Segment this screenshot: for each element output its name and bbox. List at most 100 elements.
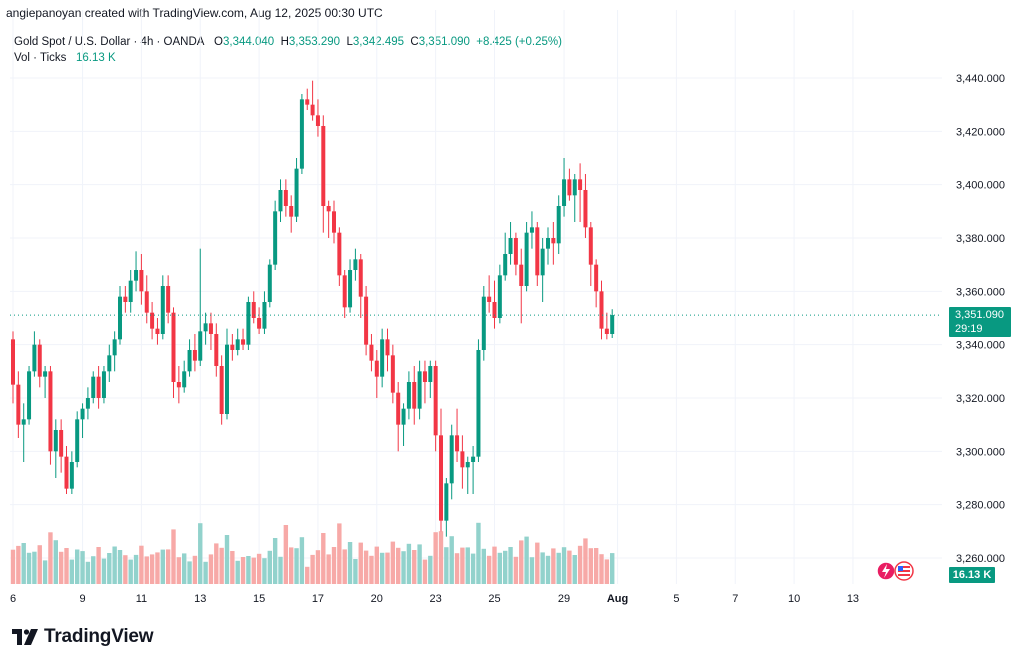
volume-bar xyxy=(198,523,203,584)
candle-body xyxy=(380,339,385,377)
volume-bar xyxy=(230,551,235,584)
volume-bar xyxy=(42,560,48,584)
volume-bar xyxy=(444,547,449,584)
candle-body xyxy=(171,312,176,382)
legend-high-value: 3,353.290 xyxy=(288,36,341,48)
candle-body xyxy=(342,275,347,308)
x-tick-label: 5 xyxy=(673,593,679,605)
candle-body xyxy=(75,419,80,462)
candle-body xyxy=(139,270,144,292)
x-tick-label: 13 xyxy=(194,593,206,605)
candle-body xyxy=(326,206,331,212)
candle-body xyxy=(219,366,224,414)
chart-credit: angiepanoyan created with TradingView.co… xyxy=(6,6,383,20)
x-tick-label: 15 xyxy=(253,593,265,605)
volume-bar xyxy=(117,550,123,584)
volume-bar xyxy=(262,558,267,584)
candle-body xyxy=(251,302,256,318)
volume-bar xyxy=(69,559,75,584)
volume-bar xyxy=(572,555,577,584)
candle-body xyxy=(160,286,165,334)
volume-bar xyxy=(278,556,283,584)
candle-body xyxy=(513,238,518,265)
volume-bar xyxy=(289,547,294,584)
chart-grid xyxy=(10,10,942,584)
flag-stripe-icon xyxy=(898,566,910,568)
volume-bar xyxy=(529,557,535,584)
candle-body xyxy=(471,456,476,462)
candle-body xyxy=(48,371,53,452)
candle-body xyxy=(535,227,540,276)
candle-body xyxy=(385,339,390,356)
x-tick-label: 13 xyxy=(847,593,859,605)
flag-stripe-icon xyxy=(898,574,910,576)
legend-low-value: 3,342.495 xyxy=(352,36,405,48)
y-tick-label: 3,400.000 xyxy=(956,180,1005,192)
candle-body xyxy=(203,323,208,332)
legend-volume-label[interactable]: Vol · Ticks xyxy=(14,52,67,64)
volume-bar xyxy=(26,552,32,584)
volume-bar xyxy=(107,553,112,584)
candle-body xyxy=(332,211,336,233)
volume-bar xyxy=(417,544,422,584)
x-tick-label: Aug xyxy=(607,593,628,605)
x-tick-label: 29 xyxy=(558,593,570,605)
last-price-tag: 3,351.090 29:19 xyxy=(949,307,1011,338)
volume-bar xyxy=(80,551,85,584)
legend-volume-row: Vol · Ticks 16.13 K xyxy=(14,50,562,66)
volume-bar xyxy=(604,559,610,584)
volume-bar xyxy=(545,555,551,584)
volume-bar xyxy=(267,550,272,584)
candle-body xyxy=(369,344,374,361)
volume-bar xyxy=(577,545,583,584)
candle-body xyxy=(412,382,417,409)
volume-bar xyxy=(374,546,379,584)
volume-bar xyxy=(390,541,396,584)
volume-bar xyxy=(353,559,358,584)
candle-body xyxy=(150,312,155,329)
legend-symbol[interactable]: Gold Spot / U.S. Dollar · 4h · OANDA xyxy=(14,36,205,48)
volume-bar xyxy=(21,543,26,584)
volume-bar xyxy=(58,551,64,584)
volume-bar xyxy=(139,545,144,584)
y-tick-label: 3,440.000 xyxy=(956,73,1005,85)
volume-tag: 16.13 K xyxy=(949,567,995,583)
candle-body xyxy=(540,248,545,276)
candle-body xyxy=(588,227,593,265)
tradingview-logo[interactable]: TradingView xyxy=(12,626,154,648)
candle-body xyxy=(16,384,21,425)
candle-body xyxy=(134,270,139,281)
volume-bar xyxy=(433,532,438,584)
candle-body xyxy=(128,280,133,302)
volume-bar xyxy=(224,535,230,584)
volume-bar xyxy=(240,557,246,584)
volume-bar xyxy=(160,549,165,584)
candle-body xyxy=(460,451,465,468)
candle-body xyxy=(449,435,454,484)
candle-body xyxy=(422,371,427,382)
volume-bar xyxy=(91,556,96,584)
y-tick-label: 3,280.000 xyxy=(956,500,1005,512)
volume-bar xyxy=(503,550,508,584)
legend-close-label: C xyxy=(410,36,419,48)
candle-body xyxy=(374,360,379,377)
candle-body xyxy=(497,275,502,318)
volume-bar xyxy=(460,547,465,584)
candle-body xyxy=(358,259,363,297)
candle-body xyxy=(278,190,283,212)
candle-body xyxy=(53,430,58,452)
x-tick-label: 20 xyxy=(371,593,383,605)
volume-bar xyxy=(16,545,21,584)
candle-body xyxy=(59,430,64,457)
flag-canton-icon xyxy=(898,566,903,571)
volume-bar xyxy=(123,555,128,584)
candle-body xyxy=(299,99,304,169)
volume-bar xyxy=(401,551,406,584)
volume-bar xyxy=(406,543,412,584)
volume-bar xyxy=(219,547,224,584)
candle-body xyxy=(556,206,561,244)
candle-body xyxy=(85,398,90,409)
candle-body xyxy=(417,371,422,409)
candle-body xyxy=(390,355,395,393)
